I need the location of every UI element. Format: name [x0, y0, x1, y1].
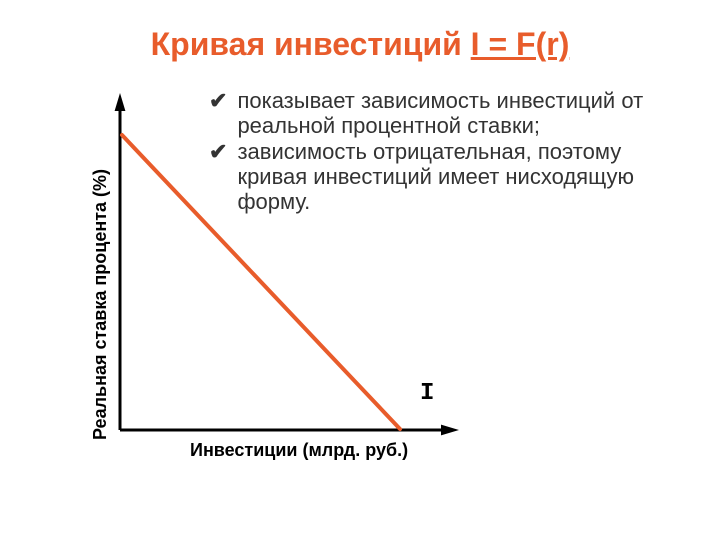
- curve-label: I: [420, 380, 434, 407]
- slide-title: Кривая инвестиций I = F(r): [0, 26, 720, 63]
- slide: Кривая инвестиций I = F(r) ✔ показывает …: [0, 0, 720, 540]
- y-axis-arrow: [115, 93, 126, 111]
- y-axis-label: Реальная ставка процента (%): [90, 169, 111, 440]
- x-axis-label: Инвестиции (млрд. руб.): [190, 440, 408, 461]
- title-text-formula: I = F(r): [471, 26, 570, 62]
- chart-svg: [100, 90, 460, 470]
- chart-area: I Реальная ставка процента (%) Инвестици…: [100, 90, 460, 470]
- investment-curve: [122, 135, 400, 429]
- x-axis-arrow: [441, 425, 459, 436]
- title-text-main: Кривая инвестиций: [151, 26, 471, 62]
